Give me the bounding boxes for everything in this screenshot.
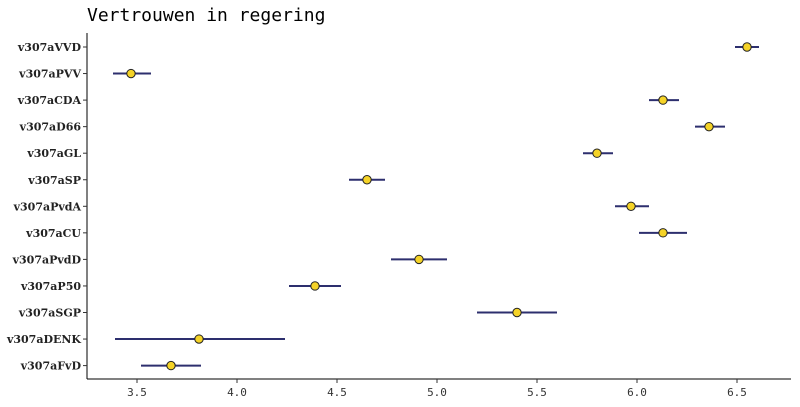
y-tick-label: v307aD66: [19, 121, 82, 134]
x-tick-label: 6.0: [627, 386, 647, 399]
estimate-point: [512, 307, 522, 318]
y-tick-label: v307aVVD: [17, 41, 82, 54]
y-tick-label: v307aSP: [27, 174, 81, 187]
y-tick-label: v307aPVV: [18, 68, 81, 81]
y-tick-label: v307aCDA: [17, 94, 82, 107]
estimate-point: [310, 281, 320, 291]
y-tick-label: v307aSGP: [18, 307, 81, 320]
y-tick-label: v307aCU: [25, 227, 81, 240]
estimate-point: [626, 201, 636, 212]
estimate-point: [362, 175, 372, 185]
chart-title: Vertrouwen in regering: [87, 5, 325, 26]
x-tick-label: 6.5: [727, 386, 747, 399]
estimate-points: [126, 42, 752, 371]
x-tick-label: 3.5: [127, 386, 147, 399]
estimate-point: [414, 254, 424, 265]
x-tick-label: 5.0: [427, 386, 447, 399]
estimate-point: [592, 148, 602, 158]
estimate-point: [658, 228, 668, 238]
estimate-point: [166, 360, 176, 371]
y-tick-label: v307aFvD: [20, 360, 82, 373]
y-tick-label: v307aPvdD: [12, 253, 82, 266]
confidence-intervals: [113, 46, 759, 367]
estimate-point: [704, 121, 714, 132]
y-tick-label: v307aGL: [26, 147, 81, 160]
y-tick-label: v307aP50: [20, 280, 81, 293]
estimate-point: [126, 68, 136, 79]
y-axis-ticks: v307aVVD v307aPVV v307aCDA v307aD66 v307aGL v…: [6, 41, 87, 373]
estimate-point: [742, 42, 752, 52]
estimate-point: [658, 95, 668, 105]
x-tick-label: 4.0: [227, 386, 247, 399]
y-tick-label: v307aDENK: [6, 333, 81, 346]
x-tick-label: 4.5: [327, 386, 347, 399]
x-tick-label: 5.5: [527, 386, 547, 399]
estimate-point: [194, 334, 204, 344]
y-tick-label: v307aPvdA: [13, 200, 82, 213]
x-axis-ticks: 3.5 4.0 4.5 5.0 5.5 6.0 6.5: [127, 379, 747, 399]
